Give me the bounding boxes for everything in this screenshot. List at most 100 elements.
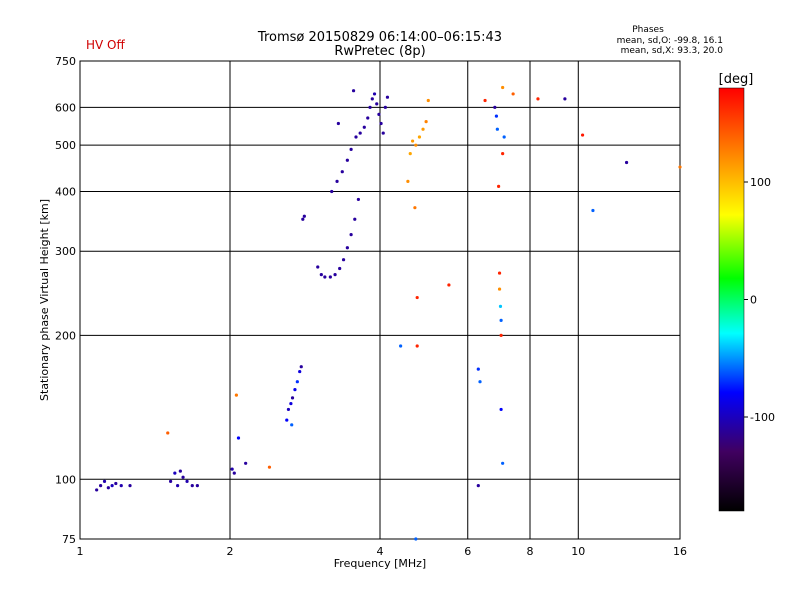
data-point xyxy=(497,271,502,275)
data-point xyxy=(502,135,506,139)
data-point xyxy=(372,92,377,96)
data-point xyxy=(338,266,342,271)
chart-subtitle: RwPretec (8p) xyxy=(334,44,425,59)
data-point xyxy=(295,380,299,384)
data-point xyxy=(302,214,306,218)
data-point xyxy=(385,95,390,99)
data-point xyxy=(414,143,418,147)
data-point xyxy=(408,152,412,156)
x-tick-label: 8 xyxy=(527,545,534,558)
data-point xyxy=(341,258,346,262)
data-point xyxy=(370,97,374,101)
data-point xyxy=(345,246,349,250)
data-point xyxy=(178,469,182,473)
x-axis-label: Frequency [MHz] xyxy=(334,557,426,570)
data-point xyxy=(410,139,415,143)
data-point xyxy=(173,471,177,475)
data-point xyxy=(497,184,501,188)
data-point xyxy=(421,127,425,131)
data-point xyxy=(366,116,370,120)
data-point xyxy=(319,273,323,277)
data-point xyxy=(483,98,487,103)
data-point xyxy=(267,465,272,469)
data-points xyxy=(95,85,682,541)
data-point xyxy=(497,287,502,291)
data-point xyxy=(119,484,123,488)
data-point xyxy=(501,461,505,465)
data-point xyxy=(349,147,353,151)
data-point xyxy=(499,318,503,322)
data-point xyxy=(234,393,238,397)
data-point xyxy=(501,152,505,156)
data-point xyxy=(415,295,419,300)
data-point xyxy=(406,179,410,183)
data-point xyxy=(340,170,344,174)
stats-x: mean, sd,X: 93.3, 20.0 xyxy=(621,46,724,56)
y-tick-label: 400 xyxy=(55,185,76,198)
hv-status: HV Off xyxy=(86,38,125,52)
data-point xyxy=(377,112,381,116)
data-point xyxy=(290,396,295,400)
data-point xyxy=(110,484,114,488)
data-point xyxy=(413,206,417,210)
data-point xyxy=(447,283,451,287)
data-point xyxy=(354,135,358,139)
data-point xyxy=(563,97,567,101)
data-point xyxy=(678,165,682,169)
data-point xyxy=(301,217,305,221)
data-point xyxy=(230,467,234,471)
y-tick-label: 200 xyxy=(55,329,76,342)
data-point xyxy=(285,418,289,422)
data-point xyxy=(345,158,349,162)
data-point xyxy=(328,275,332,279)
data-point xyxy=(232,471,236,475)
data-point xyxy=(290,423,294,427)
data-point xyxy=(293,388,297,392)
data-point xyxy=(176,484,180,488)
data-point xyxy=(476,367,480,371)
data-point xyxy=(316,265,320,269)
data-point xyxy=(493,105,497,109)
x-tick-label: 10 xyxy=(571,545,585,558)
colorbar-tick-label: -100 xyxy=(750,411,775,424)
data-point xyxy=(299,365,303,369)
stats-o: mean, sd,O: -99.8, 16.1 xyxy=(617,36,723,46)
data-point xyxy=(368,105,372,109)
data-point xyxy=(536,97,540,101)
data-point xyxy=(414,537,418,541)
y-tick-label: 300 xyxy=(55,245,76,258)
data-point xyxy=(195,484,199,488)
data-point xyxy=(336,121,340,126)
data-point xyxy=(580,133,585,137)
y-tick-label: 75 xyxy=(62,533,76,546)
data-point xyxy=(333,273,337,277)
data-point xyxy=(95,488,99,492)
data-point xyxy=(244,461,248,465)
data-point xyxy=(190,484,194,488)
data-point xyxy=(375,102,379,106)
data-point xyxy=(476,484,480,488)
colorbar-tick-label: 100 xyxy=(750,176,771,189)
chart-title: Tromsø 20150829 06:14:00–06:15:43 xyxy=(257,30,502,45)
x-tick-label: 1 xyxy=(77,545,84,558)
data-point xyxy=(323,275,327,279)
x-tick-label: 6 xyxy=(464,545,471,558)
data-point xyxy=(478,380,482,384)
data-point xyxy=(383,105,387,109)
data-point xyxy=(335,179,339,183)
data-point xyxy=(511,92,515,96)
y-axis-label: Stationary phase Virtual Height [km] xyxy=(38,199,51,401)
data-point xyxy=(358,131,362,135)
data-point xyxy=(166,431,170,435)
data-point xyxy=(499,333,503,337)
data-point xyxy=(298,369,302,374)
data-point xyxy=(128,484,132,488)
x-tick-label: 2 xyxy=(227,545,234,558)
colorbar-label: [deg] xyxy=(719,72,754,87)
x-tick-label: 4 xyxy=(377,545,384,558)
data-point xyxy=(417,135,422,139)
data-point xyxy=(330,189,334,194)
data-point xyxy=(415,344,419,348)
data-point xyxy=(499,407,503,412)
